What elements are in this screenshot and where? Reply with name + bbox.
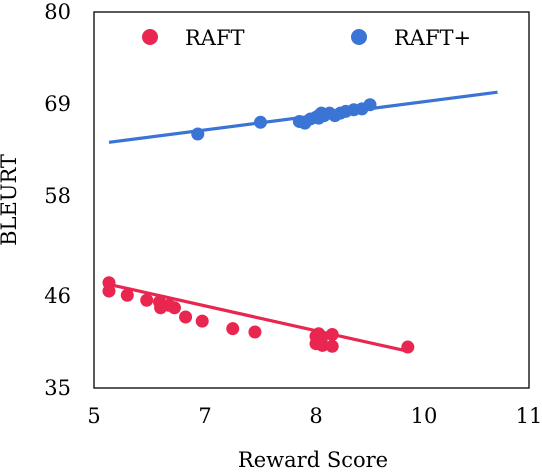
y-axis-label: BLEURT: [0, 154, 21, 246]
legend-label: RAFT: [185, 26, 245, 50]
legend-label: RAFT+: [394, 26, 471, 50]
data-point: [140, 293, 154, 307]
plot-border: [93, 11, 530, 389]
y-tick-label: 80: [44, 0, 71, 24]
legend-marker: [142, 29, 158, 45]
legend: RAFT RAFT+: [142, 26, 471, 50]
data-point: [363, 98, 377, 112]
y-tick-label: 69: [44, 92, 71, 116]
trend-lines: [108, 90, 498, 353]
y-tick-label: 46: [44, 284, 71, 308]
data-point: [248, 325, 262, 339]
x-tick-label: 5: [87, 404, 100, 428]
trend-line: [108, 282, 409, 353]
data-points: [102, 98, 415, 354]
data-point: [226, 322, 240, 336]
data-point: [325, 328, 339, 342]
x-tick-label: 8: [309, 404, 322, 428]
data-point: [195, 314, 209, 328]
x-axis-label: Reward Score: [238, 448, 388, 472]
tick-labels: 5 7 8 10 11 35 46 58 69 80: [44, 0, 542, 428]
data-point: [120, 288, 134, 302]
data-point: [102, 284, 116, 298]
x-tick-label: 11: [516, 404, 542, 428]
data-point: [191, 127, 205, 141]
data-point: [167, 301, 181, 315]
x-tick-label: 7: [198, 404, 211, 428]
plot-area: [93, 11, 530, 389]
y-tick-label: 58: [44, 184, 71, 208]
data-point: [325, 339, 339, 353]
legend-marker: [351, 29, 367, 45]
x-tick-label: 10: [411, 404, 438, 428]
data-point: [179, 310, 193, 324]
data-point: [315, 338, 329, 352]
data-point: [254, 115, 267, 129]
y-tick-label: 35: [44, 376, 71, 400]
data-point: [401, 340, 415, 354]
